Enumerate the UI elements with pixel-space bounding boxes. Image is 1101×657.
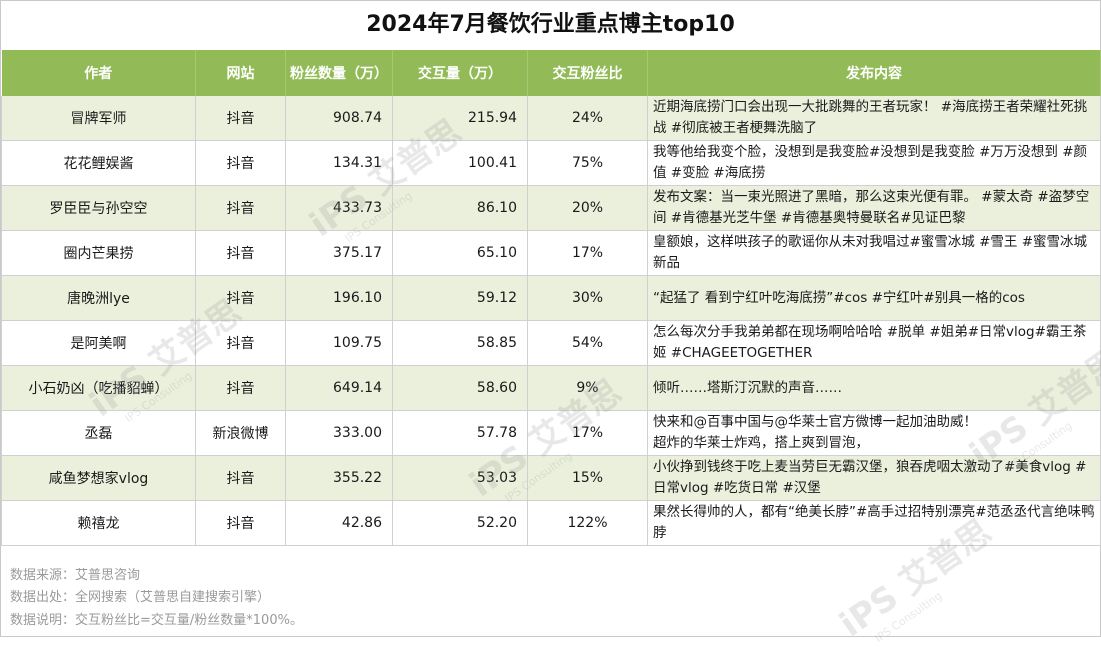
cell-content: 小伙挣到钱终于吃上麦当劳巨无霸汉堡，狼吞虎咽太激动了#美食vlog #日常vlo… <box>647 455 1101 501</box>
cell-author: 花花鲤娱酱 <box>1 140 196 186</box>
cell-content: 我等他给我变个脸，没想到是我变脸#没想到是我变脸 #万万没想到 #颜值 #变脸 … <box>647 140 1101 186</box>
cell-interact: 57.78 <box>392 410 528 456</box>
post-text: 果然长得帅的人，都有“绝美长脖”#高手过招特别漂亮#范丞丞代言绝味鸭脖 <box>653 504 1095 541</box>
cell-content: 果然长得帅的人，都有“绝美长脖”#高手过招特别漂亮#范丞丞代言绝味鸭脖 <box>647 500 1101 546</box>
cell-content: 近期海底捞门口会出现一大批跳舞的王者玩家！ #海底捞王者荣耀社死挑战 #彻底被王… <box>647 96 1101 141</box>
cell-interact: 52.20 <box>392 500 528 546</box>
cell-site: 抖音 <box>195 185 286 231</box>
cell-fans: 196.10 <box>285 275 393 321</box>
cell-author: 罗臣臣与孙空空 <box>1 185 196 231</box>
table-row: 咸鱼梦想家vlog 抖音 355.22 53.03 15% 小伙挣到钱终于吃上麦当劳巨无霸… <box>1 455 1101 501</box>
cell-interact: 65.10 <box>392 230 528 276</box>
cell-fans: 649.14 <box>285 365 393 411</box>
cell-ratio: 24% <box>527 96 648 141</box>
post-text: 怎么每次分手我弟弟都在现场啊哈哈哈 #脱单 #姐弟#日常vlog#霸王茶姬 #C… <box>653 324 1087 361</box>
cell-author: 小石奶凶（吃播貂蝉） <box>1 365 196 411</box>
cell-interact: 215.94 <box>392 96 528 141</box>
post-text: 皇额娘，这样哄孩子的歌谣你从未对我唱过#蜜雪冰城 #雪王 #蜜雪冰城新品 <box>653 234 1088 271</box>
table-header-row: 作者 网站 粉丝数量（万） 交互量（万） 交互粉丝比 发布内容 <box>1 50 1101 96</box>
cell-site: 抖音 <box>195 275 286 321</box>
cell-ratio: 54% <box>527 320 648 366</box>
cell-fans: 375.17 <box>285 230 393 276</box>
cell-ratio: 17% <box>527 230 648 276</box>
blogger-table: 作者 网站 粉丝数量（万） 交互量（万） 交互粉丝比 发布内容 冒牌军师 抖音 90… <box>1 50 1101 546</box>
post-text: “起猛了 看到宁红叶吃海底捞”#cos #宁红叶#别具一格的cos <box>653 289 1025 306</box>
header-site: 网站 <box>195 50 286 96</box>
cell-content: “起猛了 看到宁红叶吃海底捞”#cos #宁红叶#别具一格的cos <box>647 275 1101 321</box>
post-text: 倾听……塔斯汀沉默的声音…… <box>653 379 842 396</box>
cell-site: 抖音 <box>195 500 286 546</box>
cell-content: 皇额娘，这样哄孩子的歌谣你从未对我唱过#蜜雪冰城 #雪王 #蜜雪冰城新品 <box>647 230 1101 276</box>
cell-content: 怎么每次分手我弟弟都在现场啊哈哈哈 #脱单 #姐弟#日常vlog#霸王茶姬 #C… <box>647 320 1101 366</box>
footer-origin: 数据出处：全网搜索（艾普思自建搜索引擎） <box>10 590 271 605</box>
cell-interact: 86.10 <box>392 185 528 231</box>
cell-fans: 134.31 <box>285 140 393 186</box>
cell-author: 圈内芒果捞 <box>1 230 196 276</box>
table-row: 圈内芒果捞 抖音 375.17 65.10 17% 皇额娘，这样哄孩子的歌谣你从未对我唱过… <box>1 230 1101 276</box>
cell-site: 抖音 <box>195 365 286 411</box>
cell-fans: 109.75 <box>285 320 393 366</box>
header-author: 作者 <box>1 50 196 96</box>
cell-ratio: 17% <box>527 410 648 456</box>
cell-ratio: 20% <box>527 185 648 231</box>
table-row: 赖禧龙 抖音 42.86 52.20 122% 果然长得帅的人，都有“绝美长脖”#高手过招… <box>1 500 1101 546</box>
table-row: 唐晚洲lye 抖音 196.10 59.12 30% “起猛了 看到宁红叶吃海底捞”#co… <box>1 275 1101 321</box>
footer-source: 数据来源：艾普思咨询 <box>10 568 141 583</box>
table-row: 小石奶凶（吃播貂蝉） 抖音 649.14 58.60 9% 倾听……塔斯汀沉默的声音…… <box>1 365 1101 411</box>
post-text: 快来和@百事中国与@华莱士官方微博一起加油助威！ 超炸的华莱士炸鸡，搭上爽到冒泡… <box>653 414 977 451</box>
footer-note: 数据说明：交互粉丝比=交互量/粉丝数量*100%。 <box>10 613 303 628</box>
cell-interact: 53.03 <box>392 455 528 501</box>
cell-author: 唐晚洲lye <box>1 275 196 321</box>
cell-fans: 433.73 <box>285 185 393 231</box>
header-interact: 交互量（万） <box>392 50 528 96</box>
cell-author: 丞磊 <box>1 410 196 456</box>
cell-site: 抖音 <box>195 96 286 141</box>
cell-ratio: 30% <box>527 275 648 321</box>
cell-site: 抖音 <box>195 230 286 276</box>
table-row: 冒牌军师 抖音 908.74 215.94 24% 近期海底捞门口会出现一大批跳舞的王者玩… <box>1 96 1101 141</box>
cell-interact: 100.41 <box>392 140 528 186</box>
table-row: 是阿美啊 抖音 109.75 58.85 54% 怎么每次分手我弟弟都在现场啊哈哈哈 #脱… <box>1 320 1101 366</box>
cell-ratio: 122% <box>527 500 648 546</box>
cell-site: 抖音 <box>195 140 286 186</box>
table-row: 花花鲤娱酱 抖音 134.31 100.41 75% 我等他给我变个脸，没想到是我变脸#没… <box>1 140 1101 186</box>
cell-site: 新浪微博 <box>195 410 286 456</box>
cell-ratio: 9% <box>527 365 648 411</box>
cell-content: 快来和@百事中国与@华莱士官方微博一起加油助威！ 超炸的华莱士炸鸡，搭上爽到冒泡… <box>647 410 1101 456</box>
cell-interact: 59.12 <box>392 275 528 321</box>
cell-author: 咸鱼梦想家vlog <box>1 455 196 501</box>
cell-fans: 908.74 <box>285 96 393 141</box>
table-row: 罗臣臣与孙空空 抖音 433.73 86.10 20% 发布文案：当一束光照进了黑暗，那么… <box>1 185 1101 231</box>
cell-site: 抖音 <box>195 455 286 501</box>
post-text: 我等他给我变个脸，没想到是我变脸#没想到是我变脸 #万万没想到 #颜值 #变脸 … <box>653 144 1088 181</box>
cell-interact: 58.60 <box>392 365 528 411</box>
cell-content: 发布文案：当一束光照进了黑暗，那么这束光便有罪。 #蒙太奇 #盗梦空间 #肯德基… <box>647 185 1101 231</box>
cell-ratio: 15% <box>527 455 648 501</box>
cell-fans: 333.00 <box>285 410 393 456</box>
cell-author: 赖禧龙 <box>1 500 196 546</box>
header-ratio: 交互粉丝比 <box>527 50 648 96</box>
cell-author: 是阿美啊 <box>1 320 196 366</box>
page-title: 2024年7月餐饮行业重点博主top10 <box>366 12 735 37</box>
cell-interact: 58.85 <box>392 320 528 366</box>
post-text: 小伙挣到钱终于吃上麦当劳巨无霸汉堡，狼吞虎咽太激动了#美食vlog #日常vlo… <box>653 459 1087 496</box>
table-row: 丞磊 新浪微博 333.00 57.78 17% 快来和@百事中国与@华莱士官方微博一起加… <box>1 410 1101 456</box>
cell-site: 抖音 <box>195 320 286 366</box>
header-content: 发布内容 <box>647 50 1101 96</box>
cell-fans: 42.86 <box>285 500 393 546</box>
cell-fans: 355.22 <box>285 455 393 501</box>
post-text: 近期海底捞门口会出现一大批跳舞的王者玩家！ #海底捞王者荣耀社死挑战 #彻底被王… <box>653 99 1088 136</box>
cell-ratio: 75% <box>527 140 648 186</box>
cell-content: 倾听……塔斯汀沉默的声音…… <box>647 365 1101 411</box>
cell-author: 冒牌军师 <box>1 96 196 141</box>
header-fans: 粉丝数量（万） <box>285 50 393 96</box>
post-text: 发布文案：当一束光照进了黑暗，那么这束光便有罪。 #蒙太奇 #盗梦空间 #肯德基… <box>653 189 1090 226</box>
